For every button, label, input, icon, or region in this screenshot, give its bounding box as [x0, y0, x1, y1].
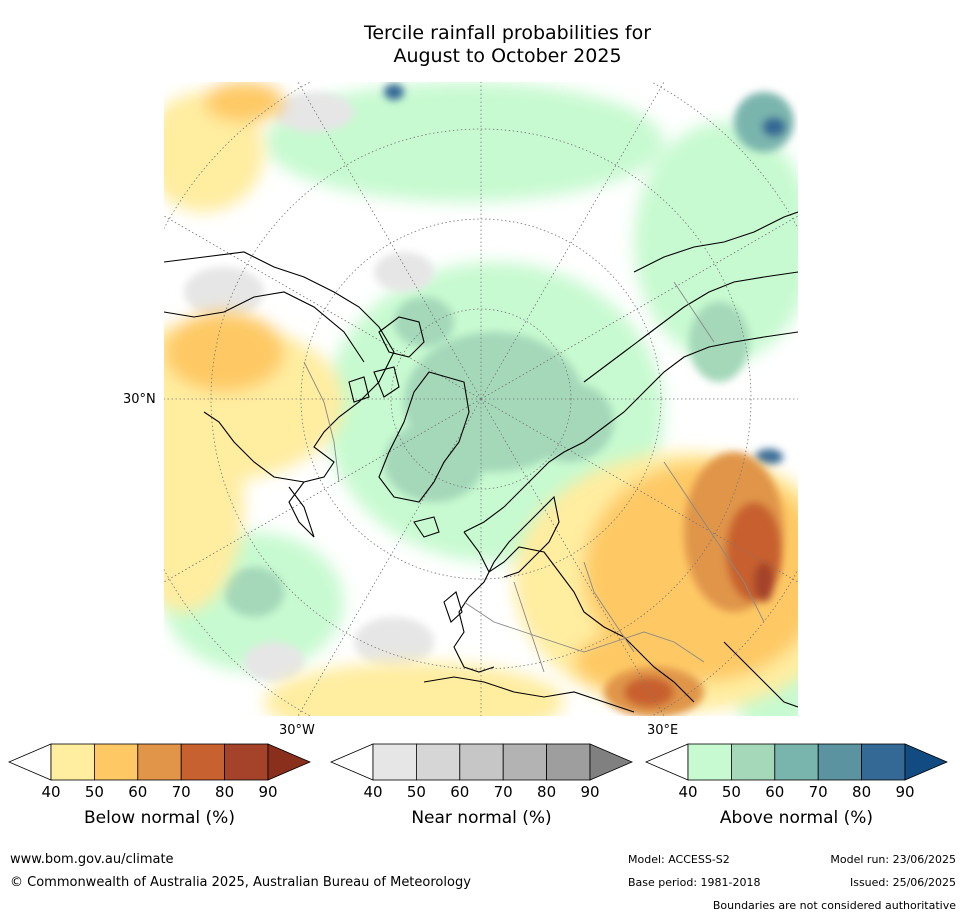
colorbar-tick-label: 70 — [493, 783, 513, 801]
colorbar-tick-label: 50 — [84, 783, 104, 801]
colorbar-segment — [50, 743, 95, 781]
colorbar-segment — [372, 743, 417, 781]
colorbar-tick-label: 60 — [765, 783, 785, 801]
colorbar-near-normal-ticks: 40 50 60 70 80 90 — [330, 783, 633, 803]
colorbar-near-normal-label: Near normal (%) — [411, 808, 552, 828]
colorbar-tick-label: 80 — [852, 783, 872, 801]
copyright-text: © Commonwealth of Australia 2025, Austra… — [10, 875, 471, 890]
colorbar-segment — [687, 743, 732, 781]
title-line-1: Tercile rainfall probabilities for — [363, 22, 652, 44]
below-normal-strong — [604, 452, 784, 716]
title-line-2: August to October 2025 — [393, 45, 622, 67]
colorbar-segment — [817, 743, 862, 781]
colorbar-segment — [94, 743, 139, 781]
colorbar-extension-high — [904, 743, 948, 781]
colorbar-tick-label: 90 — [895, 783, 915, 801]
near-normal-regions — [184, 92, 434, 682]
model-run-text: Model run: 23/06/2025 — [830, 853, 956, 866]
longitude-label-30w: 30°W — [279, 723, 315, 738]
colorbar-tick-label: 70 — [808, 783, 828, 801]
colorbar-tick-label: 40 — [363, 783, 383, 801]
colorbar-tick-label: 40 — [678, 783, 698, 801]
colorbar-below-normal-label: Below normal (%) — [84, 808, 235, 828]
colorbar-above-normal — [645, 743, 948, 781]
colorbar-tick-label: 90 — [580, 783, 600, 801]
latitude-label-30n: 30°N — [123, 392, 156, 407]
probability-map — [164, 82, 798, 716]
colorbar-tick-label: 90 — [258, 783, 278, 801]
country-borders — [303, 281, 765, 673]
colorbar-extension-low — [8, 743, 52, 781]
colorbar-segment — [137, 743, 182, 781]
colorbar-extension-low — [330, 743, 374, 781]
colorbar-segment — [416, 743, 461, 781]
colorbar-above-normal-label: Above normal (%) — [719, 808, 874, 828]
colorbar-below-normal — [8, 743, 311, 781]
colorbar-extension-high — [267, 743, 311, 781]
colorbar-segment — [731, 743, 776, 781]
colorbar-tick-label: 50 — [406, 783, 426, 801]
colorbar-segment — [774, 743, 819, 781]
colorbar-tick-label: 80 — [537, 783, 557, 801]
colorbar-extension-low — [645, 743, 689, 781]
colorbar-segment — [224, 743, 269, 781]
colorbar-segment — [546, 743, 591, 781]
colorbar-near-normal — [330, 743, 633, 781]
colorbar-below-normal-ticks: 40 50 60 70 80 90 — [8, 783, 311, 803]
colorbar-tick-label: 80 — [215, 783, 235, 801]
colorbar-above-normal-ticks: 40 50 60 70 80 90 — [645, 783, 948, 803]
colorbar-tick-label: 60 — [450, 783, 470, 801]
colorbar-segment — [502, 743, 547, 781]
base-period-text: Base period: 1981-2018 — [628, 876, 761, 889]
colorbar-segment — [180, 743, 225, 781]
colorbar-tick-label: 70 — [171, 783, 191, 801]
colorbar-tick-label: 40 — [41, 783, 61, 801]
chart-title: Tercile rainfall probabilities for Augus… — [0, 22, 965, 68]
colorbar-tick-label: 60 — [128, 783, 148, 801]
colorbar-extension-high — [589, 743, 633, 781]
colorbar-segment — [459, 743, 504, 781]
model-text: Model: ACCESS-S2 — [628, 853, 730, 866]
colorbar-segment — [861, 743, 906, 781]
longitude-label-30e: 30°E — [647, 723, 679, 738]
website-link[interactable]: www.bom.gov.au/climate — [10, 852, 174, 867]
issued-text: Issued: 25/06/2025 — [849, 876, 956, 889]
graticule — [164, 82, 798, 716]
colorbar-tick-label: 50 — [721, 783, 741, 801]
disclaimer-text: Boundaries are not considered authoritat… — [712, 899, 956, 912]
coastlines — [164, 211, 798, 713]
